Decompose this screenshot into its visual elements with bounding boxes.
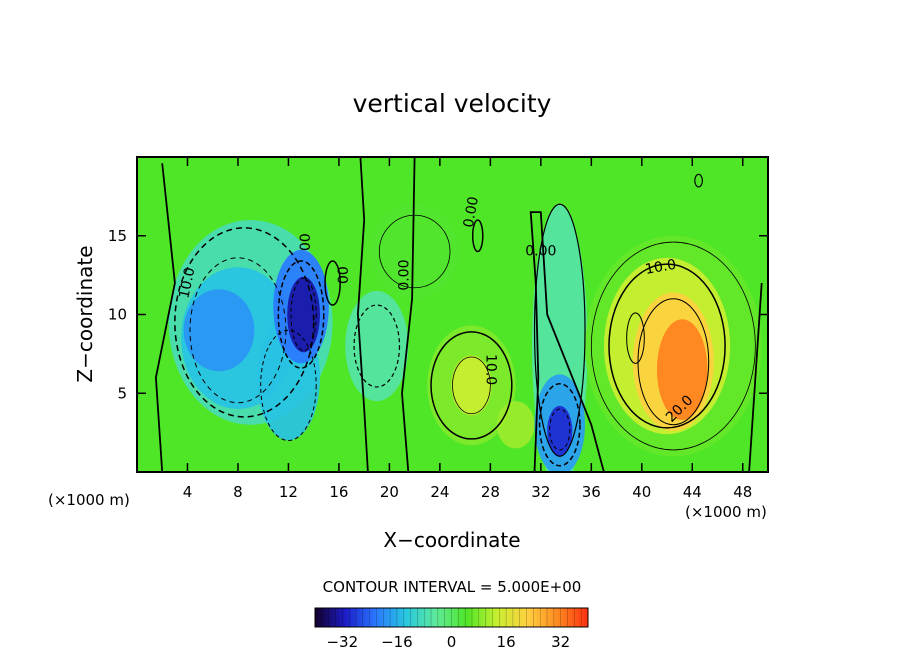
colorbar-tick-label: −32	[326, 633, 358, 651]
zero-contour-line	[154, 163, 176, 472]
x-axis-label: X−coordinate	[383, 528, 520, 552]
contour-line	[290, 277, 317, 352]
x-tick-label: 44	[683, 483, 702, 501]
contour-line	[694, 173, 703, 188]
x-tick-label: 20	[380, 483, 399, 501]
contour-line	[353, 304, 401, 388]
colorbar-ticks: −32 −16 0 16 32	[326, 633, 570, 651]
contour-line	[378, 214, 451, 289]
x-tick-label: 40	[632, 483, 651, 501]
contour-line	[260, 329, 317, 441]
y-tick-label: 5	[117, 384, 127, 402]
contour-line	[533, 203, 586, 457]
y-tick-label: 15	[108, 227, 127, 245]
colorbar-tick-label: 0	[447, 633, 457, 651]
colorbar-stripes	[314, 608, 589, 627]
zero-contour-line	[529, 211, 605, 472]
field-blob	[496, 401, 535, 449]
contour-line	[430, 331, 513, 440]
contour-label: 00	[333, 266, 349, 284]
x-tick-label: 28	[481, 483, 500, 501]
contour-label: 10.0	[644, 257, 677, 278]
x-unit-label-left: (×1000 m)	[48, 491, 130, 509]
x-tick-label: 8	[233, 483, 243, 501]
field-blob	[183, 289, 255, 372]
contour-line	[626, 312, 645, 364]
x-tick-label: 12	[279, 483, 298, 501]
contour-label: 00	[296, 233, 312, 251]
x-tick-label: 36	[582, 483, 601, 501]
colorbar-tick-label: −16	[381, 633, 413, 651]
zero-contour-line	[401, 157, 416, 472]
contour-line	[277, 260, 325, 369]
field-blob	[451, 355, 492, 416]
contour-line	[549, 408, 571, 451]
y-tick-label: 10	[108, 306, 127, 324]
chart-title: vertical velocity	[353, 89, 552, 118]
colorbar-tick-label: 32	[551, 633, 570, 651]
plot-area	[137, 157, 768, 472]
x-tick-label: 24	[430, 483, 449, 501]
y-axis: 5 10 15	[108, 227, 768, 402]
colorbar-tick-label: 16	[497, 633, 516, 651]
zero-contour-line	[356, 157, 369, 472]
y-axis-label: Z−coordinate	[73, 245, 97, 382]
x-tick-label: 4	[183, 483, 193, 501]
contour-line	[452, 356, 491, 415]
contour-line	[608, 263, 726, 429]
contour-line	[324, 260, 341, 306]
colorbar: −32 −16 0 16 32	[314, 607, 589, 651]
contour-lines	[154, 157, 763, 472]
contour-line	[471, 219, 484, 253]
contour-label: 0.00	[397, 260, 413, 291]
contour-line	[590, 241, 756, 451]
contour-label: 10.0	[482, 354, 498, 385]
field-blob	[287, 276, 320, 353]
x-unit-label-right: (×1000 m)	[685, 503, 767, 521]
contour-label: 0.00	[461, 195, 482, 228]
x-tick-label: 48	[733, 483, 752, 501]
velocity-field	[168, 204, 762, 472]
contour-label: 0.00	[525, 244, 556, 260]
field-blob	[345, 290, 409, 402]
x-tick-label: 32	[531, 483, 550, 501]
x-axis: 4 8 12 16 20 24 28 32 36 40 44 48	[183, 157, 752, 501]
field-blob	[656, 319, 708, 421]
contour-line	[538, 383, 581, 467]
contour-interval-label: CONTOUR INTERVAL = 5.000E+00	[323, 578, 582, 596]
contour-line	[174, 227, 315, 418]
field-blob	[370, 204, 459, 299]
contour-label: 10.0	[176, 266, 198, 300]
x-tick-label: 16	[329, 483, 348, 501]
field-blob	[547, 405, 573, 457]
